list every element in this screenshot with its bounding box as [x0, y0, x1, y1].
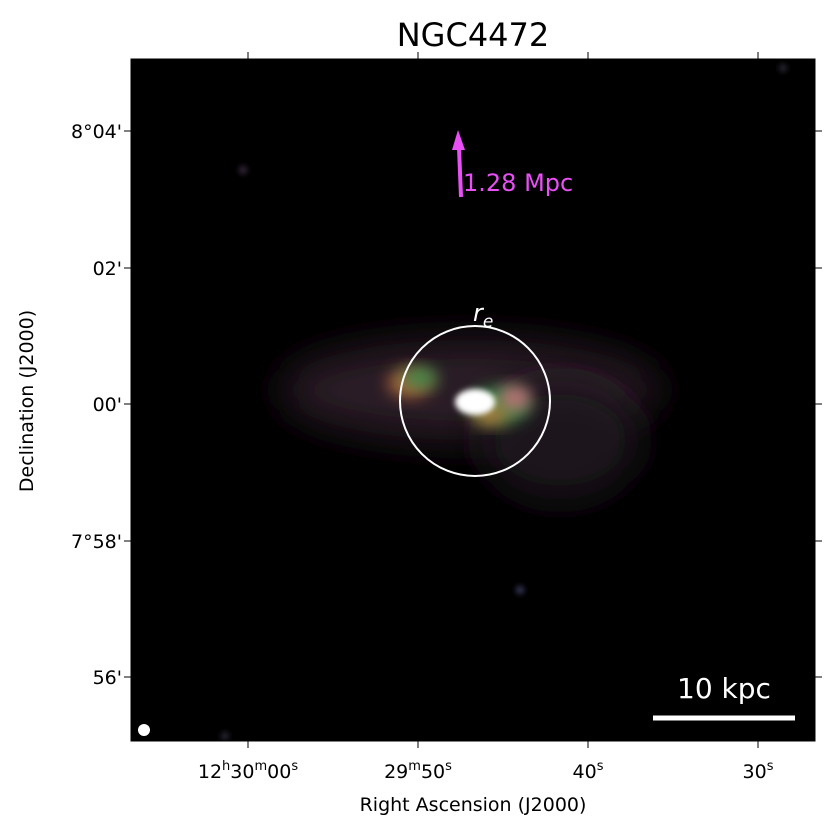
x-tick-unit: s — [597, 759, 604, 774]
plot-frame — [130, 58, 816, 742]
x-tick-number: 30 — [743, 761, 767, 783]
x-tick-unit: m — [254, 759, 267, 774]
circle-label: re — [473, 299, 493, 332]
image — [131, 59, 815, 741]
y-tick-label: 56' — [93, 667, 122, 689]
circle-label-sub: e — [483, 312, 493, 332]
x-tick-label: 30s — [743, 759, 774, 783]
y-tick-label: 7°58' — [71, 531, 122, 553]
arrow-label: 1.28 Mpc — [463, 169, 573, 197]
x-tick-unit: s — [291, 759, 298, 774]
x-tick-unit: m — [408, 759, 421, 774]
x-axis-label: Right Ascension (J2000) — [360, 794, 587, 816]
y-tick-label: 02' — [93, 258, 122, 280]
scale-bar-label: 10 kpc — [677, 672, 771, 705]
x-tick-unit: h — [222, 759, 230, 774]
x-tick-number: 12 — [198, 761, 222, 783]
x-tick-number: 00 — [267, 761, 291, 783]
y-axis-label: Declination (J2000) — [16, 310, 38, 492]
x-tick-unit: s — [445, 759, 452, 774]
x-tick-label: 12h30m00s — [198, 759, 298, 783]
x-tick-label: 40s — [573, 759, 604, 783]
x-tick-number: 50 — [421, 761, 445, 783]
x-tick-unit: s — [767, 759, 774, 774]
x-tick-number: 29 — [384, 761, 408, 783]
x-tick-number: 30 — [230, 761, 254, 783]
circle-label-main: r — [473, 299, 485, 327]
y-tick-label: 8°04' — [71, 121, 122, 143]
x-tick-label: 29m50s — [384, 759, 452, 783]
x-tick-number: 40 — [573, 761, 597, 783]
title: NGC4472 — [397, 16, 550, 54]
y-tick-label: 00' — [93, 394, 122, 416]
